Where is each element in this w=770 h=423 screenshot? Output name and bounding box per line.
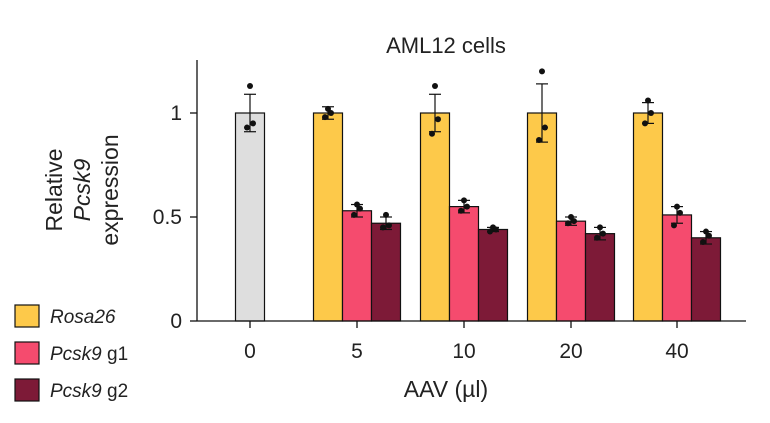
y-tick-label: 0 [170, 310, 182, 333]
x-axis: 0 5 10 20 40 [197, 320, 746, 363]
series-0-cat-40-data-point [642, 120, 648, 127]
chart-title: AML12 cells [386, 33, 506, 58]
x-tick-label: 40 [665, 340, 688, 363]
series-2-cat-40-data-point [703, 228, 709, 235]
series-1-cat-20-data-point [571, 218, 577, 225]
series-1-cat-20-data-point [568, 214, 574, 220]
series-2-cat-40-bar [690, 237, 722, 322]
y-tick-label: 0.5 [153, 206, 182, 229]
plot-area [234, 68, 722, 322]
series-2-cat-5-data-point [386, 222, 392, 229]
x-tick-label: 20 [559, 340, 582, 363]
series-1-cat-10-data-point [464, 203, 470, 210]
series-1-cat-40-bar [661, 214, 693, 322]
series-2-cat-40-data-point [706, 232, 712, 239]
series-1-cat-40-data-point [671, 222, 677, 229]
x-tick-label: 10 [452, 340, 475, 363]
series-2-cat-20-data-point [594, 234, 600, 241]
legend-label: Pcsk9 g1 [50, 344, 128, 365]
series-1-cat-40-data-point [674, 203, 680, 210]
series-1-cat-5-data-point [357, 205, 363, 212]
series-1-cat-10-data-point [458, 207, 464, 214]
control-0-data-point [250, 120, 256, 127]
series-0-cat-40-bar [632, 112, 664, 322]
series-2-cat-10-data-point [493, 226, 499, 233]
series-2-cat-20-data-point [597, 224, 603, 231]
series-0-cat-5-bar [312, 112, 344, 322]
series-1-cat-5-bar [341, 210, 373, 322]
series-2-cat-20-bar [584, 233, 616, 322]
control-0-data-point [244, 124, 250, 131]
x-axis-title: AAV (µl) [404, 376, 488, 402]
y-axis-title-line2: Pcsk9 [69, 158, 95, 221]
series-0-cat-40-data-point [645, 97, 651, 104]
legend: Rosa26 Pcsk9 g1 Pcsk9 g2 [14, 304, 128, 402]
series-1-cat-20-bar [555, 220, 587, 322]
series-0-cat-5-data-point [328, 110, 334, 116]
y-axis-title: Relative Pcsk9 expression [41, 134, 123, 245]
x-tick-label: 5 [351, 340, 363, 363]
x-tick-label: 0 [244, 340, 256, 363]
series-2-cat-20-data-point [600, 230, 606, 237]
series-0-cat-5-data-point [322, 114, 328, 121]
series-0-cat-10-data-point [435, 116, 441, 123]
series-1-cat-40-data-point [677, 209, 683, 216]
series-1-cat-20-data-point [565, 220, 571, 227]
control-0-bar [234, 112, 266, 322]
legend-label: Rosa26 [50, 307, 116, 328]
series-0-cat-20-data-point [536, 137, 542, 144]
series-1-cat-10-data-point [461, 197, 467, 204]
y-axis: 00.51 [153, 60, 198, 333]
series-2-cat-10-data-point [487, 228, 493, 235]
series-0-cat-20-data-point [539, 68, 545, 75]
series-0-cat-10-data-point [429, 130, 435, 137]
legend-swatch [14, 341, 40, 365]
series-0-cat-5-data-point [325, 105, 331, 112]
series-2-cat-10-bar [477, 228, 509, 322]
series-0-cat-40-data-point [648, 110, 654, 116]
y-axis-title-line1: Relative [41, 148, 67, 231]
y-axis-title-line3: expression [97, 134, 123, 245]
legend-swatch [14, 378, 40, 402]
series-2-cat-5-bar [370, 222, 402, 322]
legend-label: Pcsk9 g2 [50, 381, 128, 402]
series-1-cat-5-data-point [354, 201, 360, 208]
series-0-cat-20-data-point [542, 124, 548, 131]
series-2-cat-5-data-point [383, 211, 389, 218]
series-1-cat-5-data-point [351, 211, 357, 218]
y-tick-label: 1 [170, 102, 182, 125]
control-0-data-point [247, 82, 253, 89]
series-0-cat-10-data-point [432, 82, 438, 89]
series-1-cat-10-bar [448, 206, 480, 322]
series-0-cat-10-bar [419, 112, 451, 322]
legend-swatch [14, 304, 40, 328]
series-0-cat-20-bar [526, 112, 558, 322]
series-2-cat-5-data-point [380, 224, 386, 231]
series-2-cat-40-data-point [700, 238, 706, 245]
